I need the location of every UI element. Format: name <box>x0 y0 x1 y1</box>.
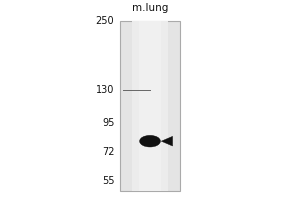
Text: 95: 95 <box>102 118 114 128</box>
Bar <box>120 21 180 191</box>
Text: 72: 72 <box>102 147 114 157</box>
Text: 55: 55 <box>102 176 114 186</box>
Text: 250: 250 <box>96 16 114 26</box>
Ellipse shape <box>140 135 160 147</box>
Bar <box>132 21 168 191</box>
Text: m.lung: m.lung <box>132 3 168 13</box>
Text: 130: 130 <box>96 85 114 95</box>
Bar <box>139 21 161 191</box>
Polygon shape <box>161 136 172 146</box>
